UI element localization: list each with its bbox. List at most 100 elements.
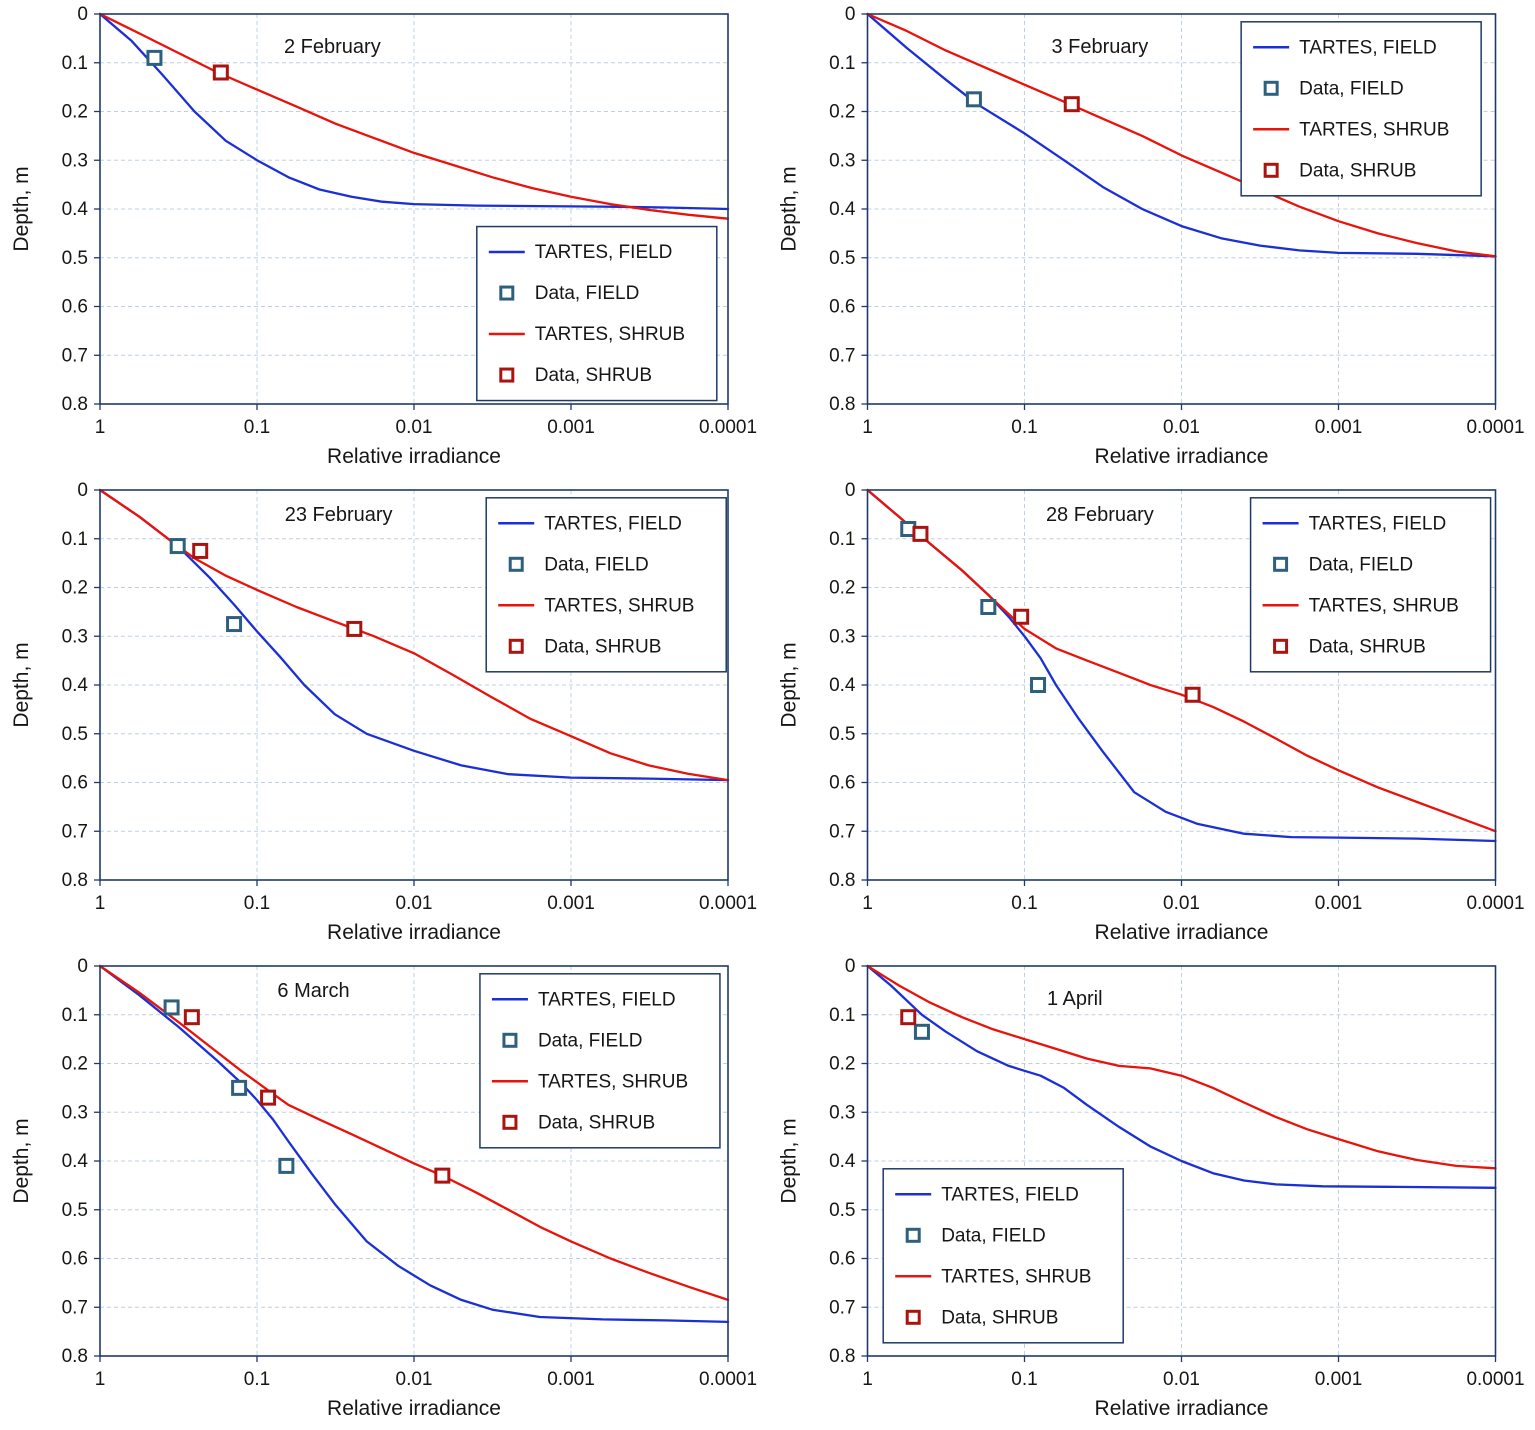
y-tick-label: 0.5	[62, 1200, 88, 1221]
legend-label: Data, SHRUB	[538, 1112, 655, 1133]
y-tick-label: 0	[77, 480, 88, 501]
y-tick-label: 0	[845, 956, 856, 977]
series-line-tartes-shrub	[866, 12, 1497, 258]
y-tick-label: 0.4	[62, 675, 89, 696]
legend-label: TARTES, SHRUB	[1299, 119, 1449, 140]
legend-label: TARTES, SHRUB	[535, 324, 685, 345]
y-tick-label: 0.4	[829, 1151, 856, 1172]
y-tick-label: 0.6	[829, 297, 855, 318]
data-marker-data-field	[1030, 677, 1047, 693]
x-tick-label: 0.001	[1315, 417, 1363, 438]
x-tick-label: 0.001	[1315, 893, 1363, 914]
x-tick-label: 1	[862, 1369, 873, 1390]
x-tick-label: 0.001	[547, 1369, 595, 1390]
legend-swatch-square-data-field	[1263, 80, 1279, 96]
y-tick-label: 0.7	[829, 1297, 855, 1318]
y-tick-label: 0.5	[829, 248, 855, 269]
y-tick-label: 0.1	[829, 53, 855, 74]
data-marker-data-field	[278, 1157, 295, 1174]
y-axis-title: Depth, m	[778, 642, 801, 727]
y-tick-label: 0.1	[829, 1005, 855, 1026]
y-tick-label: 0.6	[62, 773, 88, 794]
y-tick-label: 0	[77, 956, 88, 977]
series-line-tartes-field	[98, 964, 730, 1324]
x-tick-label: 0.001	[1315, 1369, 1363, 1390]
x-tick-label: 0.01	[1163, 417, 1200, 438]
legend-box	[479, 973, 721, 1149]
legend-swatch-square-data-field	[499, 285, 515, 301]
y-tick-label: 0.3	[829, 626, 855, 647]
x-tick-label: 0.1	[244, 1369, 270, 1390]
legend-swatch-square-data-field	[502, 1032, 518, 1048]
x-tick-label: 1	[862, 417, 873, 438]
y-tick-label: 0.8	[62, 394, 88, 415]
data-marker-data-field	[169, 538, 186, 555]
x-axis-title: Relative irradiance	[1095, 921, 1269, 944]
y-axis-title: Depth, m	[778, 1118, 801, 1203]
legend-label: Data, FIELD	[544, 554, 649, 575]
y-tick-label: 0.2	[829, 1054, 855, 1075]
y-tick-label: 0.1	[62, 1005, 88, 1026]
legend-label: Data, FIELD	[535, 283, 640, 304]
data-marker-data-field	[231, 1079, 248, 1096]
legend-swatch-square-data-shrub	[1273, 638, 1289, 654]
legend-swatch-square-data-shrub	[905, 1309, 921, 1325]
legend-label: TARTES, SHRUB	[941, 1266, 1091, 1287]
y-tick-label: 0.8	[829, 394, 855, 415]
series-line-tartes-shrub	[98, 964, 730, 1302]
data-marker-data-shrub	[212, 64, 229, 81]
y-tick-label: 0.4	[62, 1151, 89, 1172]
legend-label: Data, SHRUB	[544, 636, 661, 657]
legend: TARTES, FIELD Data, FIELD TARTES, SHRUB Dat…	[1240, 21, 1482, 197]
x-tick-label: 1	[95, 893, 106, 914]
x-tick-label: 0.0001	[699, 1369, 757, 1390]
legend-label: TARTES, SHRUB	[544, 595, 694, 616]
x-axis-title: Relative irradiance	[327, 1397, 501, 1420]
legend-swatch-square-data-field	[508, 556, 524, 572]
x-axis-title: Relative irradiance	[1095, 445, 1269, 468]
chart-panel-23-february: 1 0.1 0.01 0.001 0.0001 0 0.1 0.2 0.3 0.4 0.5 0.6 0.…	[0, 476, 767, 952]
x-axis-title: Relative irradiance	[1095, 1397, 1269, 1420]
data-marker-data-field	[163, 999, 180, 1016]
x-axis-title: Relative irradiance	[327, 921, 501, 944]
data-marker-data-shrub	[1063, 96, 1080, 113]
y-tick-label: 0.7	[62, 821, 88, 842]
legend-swatch-square-data-shrub	[499, 367, 515, 383]
y-tick-label: 0.4	[829, 199, 856, 220]
x-tick-label: 1	[862, 893, 873, 914]
legend-label: TARTES, FIELD	[535, 242, 673, 263]
x-tick-label: 0.01	[396, 1369, 433, 1390]
legend-label: Data, SHRUB	[941, 1307, 1058, 1328]
x-tick-label: 0.01	[1163, 893, 1200, 914]
series-line-tartes-field	[866, 12, 1497, 258]
data-marker-data-shrub	[192, 542, 209, 559]
chart-panel-1-april: 1 0.1 0.01 0.001 0.0001 0 0.1 0.2 0.3 0.4 0.5 0.6 0.…	[767, 952, 1535, 1428]
chart-panel-6-march: 1 0.1 0.01 0.001 0.0001 0 0.1 0.2 0.3 0.4 0.5 0.6 0.…	[0, 952, 767, 1428]
y-tick-label: 0.8	[829, 1346, 855, 1367]
y-tick-label: 0.5	[62, 248, 88, 269]
legend-box	[882, 1168, 1124, 1344]
y-tick-label: 0.3	[62, 1102, 88, 1123]
legend-label: Data, FIELD	[538, 1030, 643, 1051]
y-tick-label: 0.3	[829, 150, 855, 171]
legend: TARTES, FIELD Data, FIELD TARTES, SHRUB Dat…	[882, 1168, 1124, 1344]
x-tick-label: 0.1	[244, 417, 270, 438]
panel-title: 3 February	[1052, 36, 1149, 58]
x-tick-label: 0.0001	[1466, 1369, 1524, 1390]
y-tick-label: 0.5	[829, 1200, 855, 1221]
y-axis-title: Depth, m	[10, 166, 33, 251]
y-tick-label: 0.6	[62, 297, 88, 318]
panel-title: 2 February	[284, 36, 381, 58]
data-marker-data-field	[226, 616, 243, 633]
data-marker-data-shrub	[900, 1009, 917, 1026]
legend-swatch-square-data-shrub	[1263, 162, 1279, 178]
x-tick-label: 0.0001	[699, 893, 757, 914]
legend: TARTES, FIELD Data, FIELD TARTES, SHRUB Dat…	[1249, 497, 1492, 673]
panel-title: 23 February	[285, 504, 393, 526]
x-tick-label: 0.0001	[1466, 893, 1524, 914]
series-line-tartes-field	[98, 488, 730, 782]
data-marker-data-shrub	[346, 620, 363, 637]
legend-label: TARTES, SHRUB	[538, 1071, 688, 1092]
x-tick-label: 0.001	[547, 893, 595, 914]
